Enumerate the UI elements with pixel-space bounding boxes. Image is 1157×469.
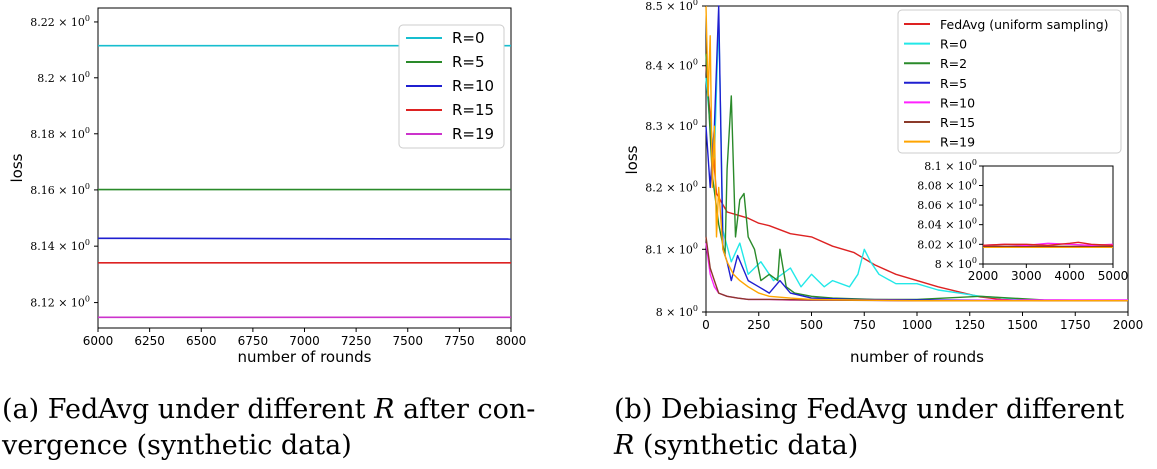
chart-a-ylabel: loss xyxy=(8,153,26,182)
chart-b-legend-label: R=10 xyxy=(940,95,975,110)
chart-a-legend-label: R=5 xyxy=(452,53,485,71)
chart-b-series-r-19 xyxy=(705,5,1128,302)
chart-a-ytick-label: 8.18 × 100 xyxy=(30,126,90,141)
chart-b-legend-label: FedAvg (uniform sampling) xyxy=(940,17,1109,32)
chart-b-inset-xtick-label: 4000 xyxy=(1054,269,1085,283)
chart-a-legend-label: R=15 xyxy=(452,101,494,119)
chart-b-xtick-label: 1000 xyxy=(902,318,933,332)
chart-b-inset-xtick-label: 2000 xyxy=(968,269,999,283)
caption-a: (a) FedAvg under different R after con- … xyxy=(2,392,562,464)
chart-b-inset-ytick-label: 8 × 100 xyxy=(935,256,977,271)
chart-b-ytick-label: 8.4 × 100 xyxy=(645,58,698,73)
chart-a: 6000 6250 6500 6750 7000 7250 7500 7750 8000 8.1… xyxy=(8,7,527,366)
chart-b-inset-ytick-label: 8.08 × 100 xyxy=(917,178,977,193)
chart-b-legend: FedAvg (uniform sampling) R=0 R=2 R=5 R=10 R=… xyxy=(897,9,1122,154)
chart-a-legend: R=0 R=5 R=10 R=15 R=19 xyxy=(398,24,505,149)
chart-b-ytick-label: 8.1 × 100 xyxy=(645,241,698,256)
caption-b-var: R xyxy=(614,430,635,461)
chart-b-inset-xtick-label: 5000 xyxy=(1098,269,1129,283)
chart-b-legend-label: R=15 xyxy=(940,115,975,130)
chart-b-inset-ytick-label: 8.06 × 100 xyxy=(917,197,977,212)
caption-b-suffix: (synthetic data) xyxy=(634,430,859,461)
chart-a-ytick-label: 8.2 × 100 xyxy=(37,70,90,85)
chart-b-inset-ytick-label: 8.1 × 100 xyxy=(924,158,977,173)
chart-a-series-r-10 xyxy=(97,237,512,240)
chart-b-series-r-0 xyxy=(705,17,1128,302)
caption-b-line1: (b) Debiasing FedAvg under different xyxy=(614,394,1125,425)
chart-a-xtick-label: 7750 xyxy=(444,334,475,348)
chart-a-ytick-label: 8.12 × 100 xyxy=(30,295,90,310)
chart-a-xtick-label: 7000 xyxy=(289,334,320,348)
chart-b-ytick-label: 8.5 × 100 xyxy=(645,0,698,13)
caption-a-line2: vergence (synthetic data) xyxy=(2,430,352,461)
chart-b-xtick-label: 1500 xyxy=(1007,318,1038,332)
chart-a-legend-label: R=19 xyxy=(452,125,494,143)
chart-b-xtick-label: 0 xyxy=(702,318,710,332)
chart-b-legend-label: R=0 xyxy=(940,37,967,52)
chart-a-xtick-label: 6250 xyxy=(134,334,165,348)
chart-b-ylabel: loss xyxy=(623,145,641,174)
chart-a-ytick-label: 8.22 × 100 xyxy=(30,14,90,29)
chart-a-xtick-label: 7250 xyxy=(341,334,372,348)
chart-b-ytick-label: 8.2 × 100 xyxy=(645,179,698,194)
chart-b-inset-ytick-label: 8.04 × 100 xyxy=(917,217,977,232)
chart-a-xtick-label: 6750 xyxy=(238,334,269,348)
chart-b-xtick-label: 750 xyxy=(853,318,876,332)
chart-a-xtick-label: 8000 xyxy=(496,334,527,348)
chart-b-xtick-label: 1750 xyxy=(1060,318,1091,332)
chart-b-xlabel: number of rounds xyxy=(850,348,984,366)
caption-a-var: R xyxy=(374,394,395,425)
chart-b-xtick-label: 1250 xyxy=(954,318,985,332)
chart-a-ytick-label: 8.16 × 100 xyxy=(30,182,90,197)
chart-b-inset-ytick-label: 8.02 × 100 xyxy=(917,236,977,251)
chart-a-xtick-label: 7500 xyxy=(392,334,423,348)
chart-a-legend-label: R=10 xyxy=(452,77,494,95)
chart-b-xtick-label: 250 xyxy=(747,318,770,332)
caption-b: (b) Debiasing FedAvg under different R (… xyxy=(614,392,1154,464)
chart-a-xlabel: number of rounds xyxy=(238,348,372,366)
chart-b-xtick-label: 500 xyxy=(800,318,823,332)
chart-b-inset-series-fedavg-uniform-sampling xyxy=(982,241,1114,246)
chart-b-legend-label: R=5 xyxy=(940,76,967,91)
chart-a-legend-label: R=0 xyxy=(452,29,485,47)
chart-a-xtick-label: 6000 xyxy=(83,334,114,348)
chart-b-series-r-5 xyxy=(705,5,1129,302)
caption-a-suffix: after con- xyxy=(394,394,536,425)
chart-b-legend-label: R=2 xyxy=(940,56,967,71)
chart-a-ytick-label: 8.14 × 100 xyxy=(30,238,90,253)
chart-b-inset: 2000 3000 4000 5000 8 × 100 8.02 × 100 8.04 ×… xyxy=(917,158,1128,283)
chart-b-legend-label: R=19 xyxy=(940,135,975,150)
chart-b: 0 250 500 750 1000 1250 1500 1750 2000 8 × 100 8.… xyxy=(623,0,1143,366)
chart-b-ytick-label: 8.3 × 100 xyxy=(645,118,698,133)
chart-a-xtick-label: 6500 xyxy=(186,334,217,348)
caption-a-prefix: (a) FedAvg under different xyxy=(2,394,375,425)
chart-b-inset-xtick-label: 3000 xyxy=(1011,269,1042,283)
chart-b-ytick-label: 8 × 100 xyxy=(656,304,698,319)
chart-b-xtick-label: 2000 xyxy=(1113,318,1144,332)
